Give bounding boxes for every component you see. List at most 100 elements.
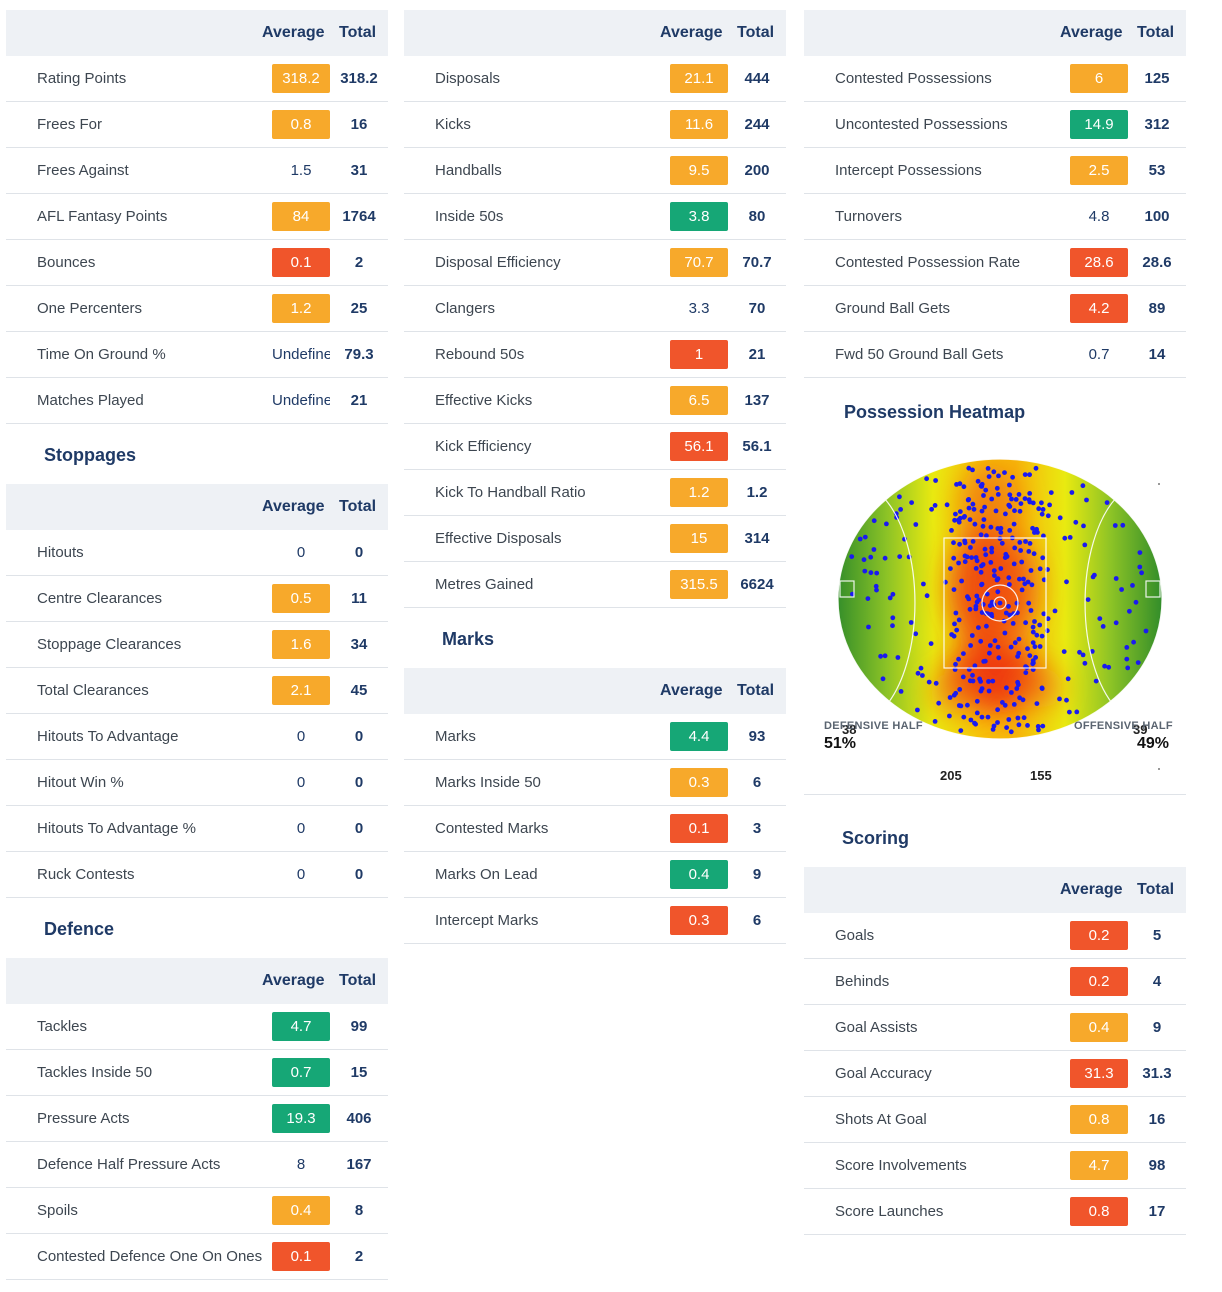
- possession-dot: [1067, 709, 1072, 715]
- possession-dot: [1004, 685, 1009, 691]
- possession-dot: [1133, 599, 1139, 605]
- possession-dot: [1036, 727, 1041, 733]
- stat-total: 0: [354, 774, 364, 791]
- possession-dot: [1137, 564, 1143, 570]
- stat-total: 6: [752, 912, 762, 929]
- table-row: Centre Clearances 0.5 11: [6, 576, 388, 622]
- stat-label: Contested Defence One On Ones: [37, 1248, 263, 1265]
- table-header: Average Total: [6, 958, 388, 1004]
- table-row: One Percenters 1.2 25: [6, 286, 388, 332]
- possession-dot: [1012, 545, 1018, 551]
- possession-dot: [1027, 491, 1033, 496]
- stat-total: 53: [1148, 162, 1166, 179]
- stat-average: 28.6: [1070, 248, 1128, 277]
- offensive-half-pct: 49%: [1137, 735, 1170, 752]
- possession-dot: [1006, 575, 1012, 581]
- possession-dot: [1065, 676, 1071, 682]
- table-row: Time On Ground % Undefine 79.3: [6, 332, 388, 378]
- stat-label: Contested Marks: [435, 820, 549, 837]
- heatmap-left-count: 38: [842, 722, 857, 737]
- general-stats-table: Rating Points 318.2 318.2 Frees For 0.8 16 Fre…: [6, 56, 388, 424]
- heatmap-bottom-left-count: 205: [940, 768, 962, 783]
- possession-dot: [1112, 523, 1118, 528]
- stat-label: Turnovers: [835, 208, 902, 225]
- possession-dot: [1002, 555, 1008, 560]
- header-total: Total: [339, 498, 377, 515]
- defence-table: Tackles 4.7 99 Tackles Inside 50 0.7 15 Pressu…: [6, 1004, 388, 1280]
- header-average: Average: [1060, 881, 1123, 898]
- possession-dot: [1080, 483, 1086, 489]
- offensive-half-label: OFFENSIVE HALF: [1074, 720, 1173, 732]
- table-row: Inside 50s 3.8 80: [404, 194, 786, 240]
- stat-total: 318.2: [340, 70, 378, 87]
- possession-dot: [979, 581, 985, 587]
- stat-label: Score Involvements: [835, 1157, 967, 1174]
- possession-dot: [996, 655, 1002, 661]
- possession-dot: [1007, 582, 1012, 587]
- possession-dot: [957, 541, 962, 547]
- table-row: Hitouts To Advantage % 0 0: [6, 806, 388, 852]
- table-header: Average Total: [804, 867, 1186, 913]
- possession-dot: [1061, 649, 1067, 654]
- decorative-dot: [1158, 483, 1160, 485]
- stat-label: Disposal Efficiency: [435, 254, 561, 271]
- possession-dot: [1030, 624, 1036, 630]
- stat-average: 4.8: [1088, 208, 1110, 225]
- possession-dot: [882, 555, 888, 561]
- table-row: Matches Played Undefine 21: [6, 378, 388, 424]
- possession-dot: [1045, 513, 1051, 519]
- possession-dot: [974, 710, 980, 716]
- stat-average: 0.1: [670, 814, 728, 843]
- table-row: Effective Kicks 6.5 137: [404, 378, 786, 424]
- stat-total: 1764: [342, 208, 376, 225]
- section-title-scoring: Scoring: [842, 828, 910, 848]
- stat-total: 8: [354, 1202, 364, 1219]
- stat-average: 0.4: [272, 1196, 330, 1225]
- stat-total: 125: [1144, 70, 1170, 87]
- possession-dot: [953, 511, 958, 517]
- possession-dot: [995, 576, 1001, 582]
- possession-dot: [1081, 523, 1086, 529]
- possession-dot: [967, 678, 973, 684]
- stat-label: Goals: [835, 927, 875, 944]
- possession-dot: [1016, 722, 1022, 728]
- possession-dot: [962, 540, 968, 546]
- possession-dot: [1030, 525, 1035, 531]
- possession-dot: [897, 494, 902, 500]
- possession-dot: [1030, 629, 1036, 635]
- possession-dot: [1016, 636, 1022, 642]
- stat-average: 4.2: [1070, 294, 1128, 323]
- possession-dot: [1034, 632, 1040, 638]
- table-row: Rating Points 318.2 318.2: [6, 56, 388, 102]
- possession-dot: [982, 504, 987, 510]
- stat-average: 84: [272, 202, 330, 231]
- stat-label: Contested Possession Rate: [835, 254, 1021, 271]
- stat-total: 444: [744, 70, 770, 87]
- possession-dot: [972, 720, 977, 726]
- table-row: Turnovers 4.8 100: [804, 194, 1186, 240]
- possession-dot: [915, 707, 920, 713]
- possession-dot: [987, 650, 992, 656]
- possession-dot: [1036, 506, 1042, 512]
- possession-dot: [966, 465, 972, 471]
- stat-total: 11: [351, 590, 367, 607]
- possession-dot: [920, 673, 925, 678]
- possession-dot: [986, 679, 991, 684]
- possession-dot: [956, 560, 961, 566]
- column-general: Average Total Rating Points 318.2 318.2 Fre…: [6, 10, 388, 1280]
- stat-average: 0: [296, 774, 306, 791]
- possession-dot: [1113, 576, 1119, 581]
- possession-dot: [979, 714, 985, 720]
- stat-total: 0: [354, 544, 364, 561]
- possession-dot: [1025, 646, 1030, 652]
- stat-total: 25: [350, 300, 368, 317]
- possession-dot: [981, 659, 987, 664]
- possession-dot: [929, 506, 934, 512]
- possession-dot: [1137, 550, 1143, 555]
- possession-dot: [1030, 640, 1036, 645]
- possession-dot: [970, 501, 976, 507]
- possession-dot: [1034, 526, 1039, 532]
- possession-dot: [865, 596, 871, 601]
- possession-dot: [953, 661, 958, 667]
- possession-dot: [932, 503, 938, 508]
